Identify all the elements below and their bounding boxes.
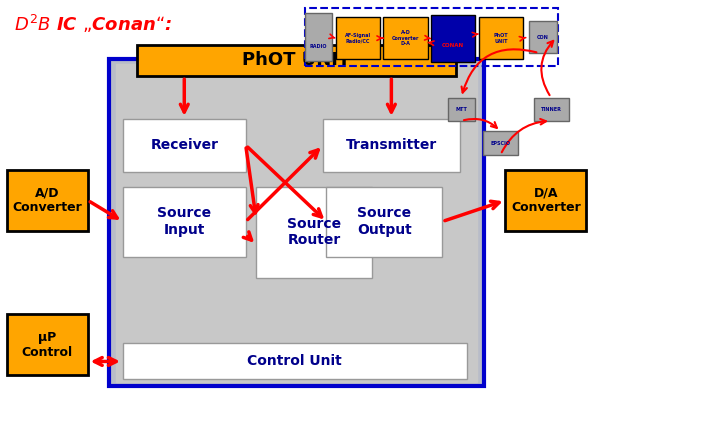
FancyBboxPatch shape — [529, 21, 557, 53]
FancyBboxPatch shape — [505, 170, 586, 231]
FancyBboxPatch shape — [323, 119, 460, 172]
FancyBboxPatch shape — [137, 45, 456, 76]
Text: Control Unit: Control Unit — [248, 354, 342, 368]
FancyBboxPatch shape — [479, 17, 523, 59]
FancyBboxPatch shape — [7, 314, 88, 375]
FancyBboxPatch shape — [448, 98, 475, 121]
Text: Source
Router: Source Router — [287, 217, 341, 247]
Text: PhOT UNIT: PhOT UNIT — [242, 51, 351, 70]
Text: Source
Input: Source Input — [157, 206, 211, 237]
Text: MTT: MTT — [456, 107, 467, 112]
FancyBboxPatch shape — [534, 98, 569, 121]
FancyBboxPatch shape — [116, 64, 477, 382]
Text: CON: CON — [537, 35, 548, 39]
FancyBboxPatch shape — [326, 187, 442, 257]
Text: D/A
Converter: D/A Converter — [511, 186, 581, 215]
FancyBboxPatch shape — [483, 131, 518, 155]
FancyBboxPatch shape — [305, 13, 332, 61]
Text: Transmitter: Transmitter — [346, 138, 437, 152]
Text: EPSCIO: EPSCIO — [491, 141, 510, 145]
Text: RADIO: RADIO — [310, 45, 327, 49]
FancyBboxPatch shape — [383, 17, 428, 59]
FancyBboxPatch shape — [431, 15, 475, 62]
Text: PhOT
UNIT: PhOT UNIT — [494, 33, 508, 44]
Text: μP
Control: μP Control — [22, 330, 73, 359]
FancyBboxPatch shape — [123, 119, 246, 172]
Text: CONAN: CONAN — [442, 43, 464, 48]
FancyBboxPatch shape — [336, 17, 380, 59]
Text: AF-Signal
Radio/CC: AF-Signal Radio/CC — [345, 33, 371, 44]
FancyBboxPatch shape — [123, 187, 246, 257]
FancyBboxPatch shape — [256, 187, 372, 278]
Text: Source
Output: Source Output — [357, 206, 411, 237]
Text: A/D
Converter: A/D Converter — [13, 186, 82, 215]
Text: Receiver: Receiver — [150, 138, 218, 152]
FancyBboxPatch shape — [109, 59, 484, 386]
Text: $D^2B$ IC „Conan“:: $D^2B$ IC „Conan“: — [14, 13, 172, 35]
FancyBboxPatch shape — [123, 343, 467, 379]
Text: A-D
Converter
D-A: A-D Converter D-A — [392, 30, 419, 47]
FancyBboxPatch shape — [7, 170, 88, 231]
Text: TINNER: TINNER — [541, 107, 562, 112]
